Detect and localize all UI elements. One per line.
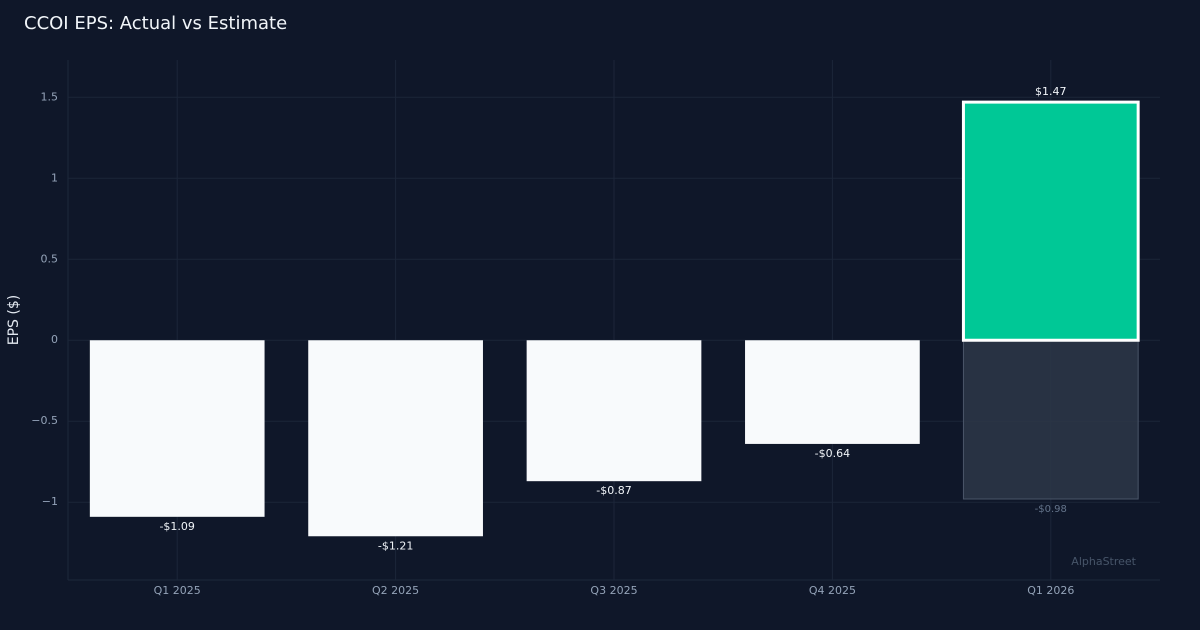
bar [745,340,920,444]
x-tick-label: Q1 2026 [1027,584,1074,597]
value-label: -$0.64 [815,447,850,460]
y-tick-label: 0.5 [41,252,59,265]
bar [308,340,483,537]
chart-title: CCOI EPS: Actual vs Estimate [24,13,287,34]
watermark: AlphaStreet [1071,555,1136,568]
value-label: $1.47 [1035,85,1067,98]
y-tick-label: 1.5 [41,90,59,103]
value-label: -$1.09 [159,520,194,533]
value-label: -$1.21 [378,539,413,552]
x-tick-label: Q2 2025 [372,584,419,597]
y-tick-label: −0.5 [31,414,58,427]
x-tick-label: Q1 2025 [154,584,201,597]
bar [526,340,702,482]
y-axis-label: EPS ($) [6,295,22,345]
x-tick-label: Q3 2025 [590,584,637,597]
y-tick-label: 0 [51,333,58,346]
y-tick-label: 1 [51,171,58,184]
value-label: -$0.98 [1035,504,1067,515]
value-label: -$0.87 [596,484,631,497]
bar [961,100,1140,342]
bar [89,340,265,517]
x-tick-label: Q4 2025 [809,584,856,597]
y-tick-label: −1 [42,495,58,508]
bar [962,339,1139,500]
